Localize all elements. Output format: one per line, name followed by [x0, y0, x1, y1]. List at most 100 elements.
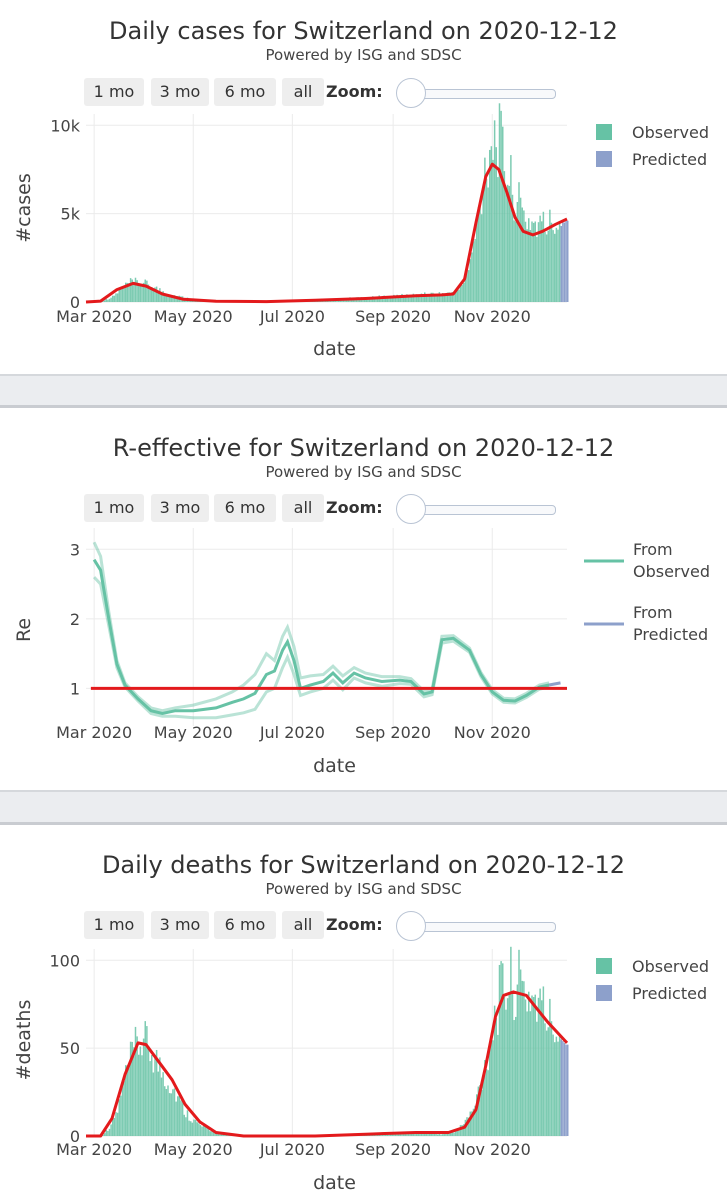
observed-bar	[511, 194, 514, 302]
observed-bar	[173, 1088, 176, 1136]
observed-bar	[469, 259, 471, 302]
observed-bar	[482, 189, 484, 302]
observed-bar	[362, 298, 364, 302]
observed-bar	[152, 290, 155, 302]
observed-bar	[164, 293, 166, 302]
zoom-slider-knob[interactable]	[396, 911, 426, 941]
observed-bar	[198, 1123, 200, 1136]
observed-bar	[528, 991, 530, 1136]
y-tick-label: 2	[70, 610, 80, 629]
observed-bar	[402, 1133, 405, 1136]
observed-bar	[126, 282, 129, 302]
observed-bar	[506, 184, 509, 302]
range-6mo-button[interactable]: 6 mo	[214, 911, 276, 939]
observed-bar	[451, 1132, 454, 1136]
observed-bar	[497, 177, 499, 302]
observed-bar	[510, 155, 512, 302]
fit-line	[86, 990, 569, 1138]
observed-bar	[385, 297, 387, 302]
range-3mo-button[interactable]: 3 mo	[151, 911, 209, 939]
range-6mo-button[interactable]: 6 mo	[214, 78, 276, 106]
observed-bar	[103, 1133, 106, 1136]
observed-bar	[510, 946, 512, 1136]
observed-bar	[380, 296, 382, 302]
range-3mo-button[interactable]: 3 mo	[151, 494, 209, 522]
range-1mo-button[interactable]: 1 mo	[84, 78, 144, 106]
range-all-button[interactable]: all	[282, 494, 324, 522]
observed-bar	[398, 1134, 400, 1136]
predicted-bar	[562, 222, 564, 302]
y-tick-label: 100	[49, 951, 80, 970]
observed-bar	[493, 1005, 496, 1136]
observed-bar	[370, 297, 372, 302]
observed-bar	[193, 1119, 195, 1136]
observed-bar	[201, 1126, 203, 1136]
observed-bar	[168, 295, 171, 302]
x-tick-label: Mar 2020	[56, 723, 132, 742]
observed-bar	[493, 120, 496, 302]
observed-bar	[487, 187, 489, 302]
x-axis-label: date	[313, 338, 356, 360]
observed-bar	[391, 295, 393, 302]
observed-bar	[414, 294, 416, 302]
observed-bar	[476, 1094, 478, 1136]
x-axis-label: date	[313, 1172, 356, 1194]
observed-bar	[458, 1129, 460, 1136]
observed-bar	[466, 1117, 468, 1136]
observed-bar	[141, 286, 143, 302]
observed-bar	[128, 1065, 130, 1136]
observed-bar	[133, 1047, 135, 1136]
observed-bar	[172, 1089, 174, 1136]
zoom-label: Zoom:	[326, 915, 383, 934]
zoom-slider-knob[interactable]	[396, 78, 426, 108]
x-tick-label: Sep 2020	[355, 307, 431, 326]
observed-bar	[165, 294, 168, 302]
observed-bar	[464, 274, 467, 302]
fit-line	[85, 162, 568, 304]
range-6mo-button[interactable]: 6 mo	[214, 494, 276, 522]
range-1mo-button[interactable]: 1 mo	[84, 494, 144, 522]
observed-bar	[212, 1132, 215, 1136]
observed-bar	[118, 289, 120, 302]
observed-bar	[162, 1072, 164, 1136]
observed-bar	[446, 1132, 449, 1136]
range-3mo-button[interactable]: 3 mo	[151, 78, 209, 106]
observed-bar	[133, 281, 135, 302]
observed-bar	[183, 1114, 185, 1136]
x-tick-label: Sep 2020	[355, 723, 431, 742]
observed-bar	[412, 1132, 415, 1136]
observed-bar	[438, 292, 441, 302]
y-tick-label: 0	[70, 1127, 80, 1146]
observed-bar	[396, 294, 398, 302]
observed-bar	[411, 1133, 413, 1136]
observed-bar	[414, 1133, 416, 1136]
observed-bar	[188, 1120, 190, 1136]
observed-bar	[203, 1125, 205, 1136]
observed-bar	[544, 1023, 546, 1136]
range-all-button[interactable]: all	[282, 911, 324, 939]
observed-bar	[139, 283, 142, 302]
x-tick-label: Nov 2020	[454, 723, 531, 742]
range-1mo-button[interactable]: 1 mo	[84, 911, 144, 939]
observed-bar	[386, 1134, 389, 1136]
observed-bar	[521, 207, 523, 302]
observed-bar	[469, 1111, 471, 1136]
observed-bar	[554, 1042, 556, 1136]
observed-bar	[102, 301, 104, 302]
observed-bar	[472, 241, 475, 302]
observed-bar	[467, 1117, 470, 1136]
observed-bar	[428, 295, 431, 302]
x-tick-label: Jul 2020	[259, 307, 325, 326]
re-panel: R-effective for Switzerland on 2020-12-1…	[0, 408, 727, 790]
range-all-button[interactable]: all	[282, 78, 324, 106]
observed-bar	[120, 289, 122, 302]
zoom-slider-knob[interactable]	[396, 494, 426, 524]
observed-bar	[394, 296, 397, 302]
predicted-bar	[563, 1042, 566, 1136]
observed-bar	[131, 279, 133, 302]
legend-predicted-label: Predicted	[632, 150, 707, 169]
observed-bar	[108, 1128, 111, 1136]
observed-bar	[441, 1134, 444, 1136]
observed-bar	[467, 270, 470, 302]
observed-bar	[138, 284, 140, 302]
